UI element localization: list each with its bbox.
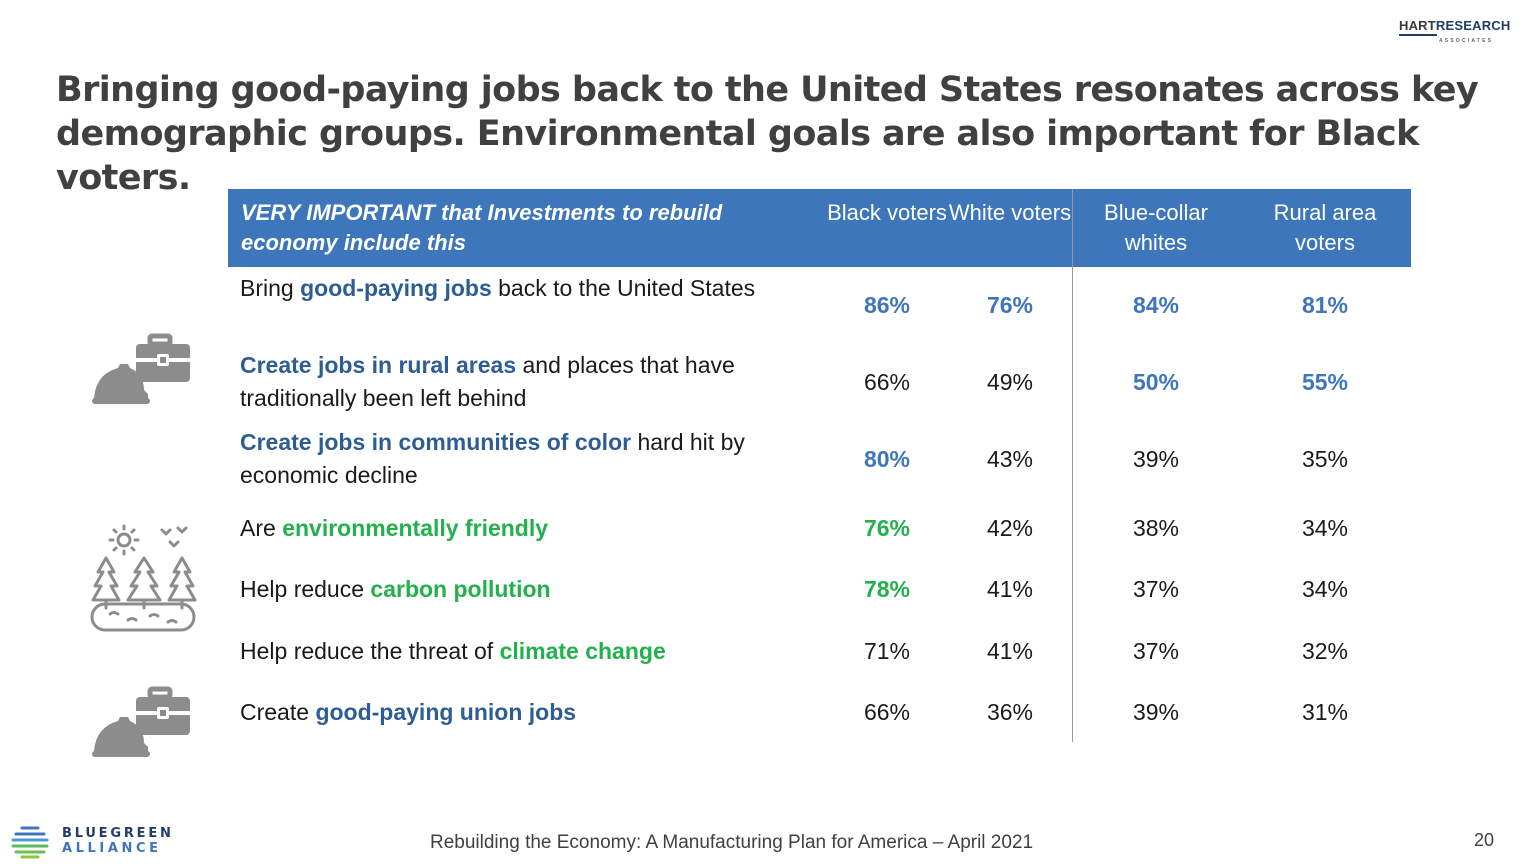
- table-cell: 71%: [863, 638, 911, 664]
- bluegreen-globe-icon: [11, 826, 49, 859]
- table-cell: 34%: [1301, 576, 1349, 602]
- table-cell: 86%: [863, 292, 911, 318]
- row-label: Help reduce carbon pollution: [240, 576, 551, 602]
- row-label: Help reduce the threat of climate change: [240, 638, 666, 664]
- table-cell: 41%: [986, 638, 1034, 664]
- table-cell: 34%: [1301, 515, 1349, 541]
- header-col-white-voters: White voters: [948, 200, 1072, 225]
- row-label: Create jobs in rural areas and places th…: [240, 352, 735, 411]
- row-label: Bring good-paying jobs back to the Unite…: [240, 275, 756, 301]
- hardhat-briefcase-icon: [92, 333, 190, 404]
- table-cell: 32%: [1301, 638, 1349, 664]
- table-cell: 78%: [863, 576, 911, 602]
- table-cell: 84%: [1132, 292, 1180, 318]
- table-cell: 66%: [863, 369, 911, 395]
- footer-caption: Rebuilding the Economy: A Manufacturing …: [430, 832, 1034, 853]
- header-col-black-voters: Black voters: [827, 200, 947, 225]
- table-cell: 42%: [986, 515, 1034, 541]
- table-cell: 76%: [986, 292, 1034, 318]
- table-cell: 55%: [1301, 369, 1349, 395]
- forest-environment-icon: [90, 524, 197, 632]
- table-cell: 35%: [1301, 446, 1349, 472]
- table-header: VERY IMPORTANT that Investments to rebui…: [228, 189, 1411, 267]
- table-cell: 39%: [1132, 699, 1180, 725]
- table-cell: 38%: [1132, 515, 1180, 541]
- table-cell: 76%: [863, 515, 911, 541]
- table-cell: 37%: [1132, 576, 1180, 602]
- table-cell: 36%: [986, 699, 1034, 725]
- table-cell: 39%: [1132, 446, 1180, 472]
- table-cell: 49%: [986, 369, 1034, 395]
- slide-title: Bringing good-paying jobs back to the Un…: [56, 70, 1479, 198]
- table-cell: 66%: [863, 699, 911, 725]
- header-col-blue-collar-whites: Blue-collar whites: [1104, 200, 1208, 255]
- header-question: VERY IMPORTANT that Investments to rebui…: [241, 200, 723, 255]
- page-number: 20: [1474, 830, 1495, 850]
- hardhat-briefcase-icon: [92, 686, 190, 757]
- row-label: Are environmentally friendly: [240, 515, 549, 541]
- row-label: Create good-paying union jobs: [240, 699, 577, 725]
- column-divider: [1072, 189, 1073, 742]
- table-cell: 41%: [986, 576, 1034, 602]
- table-cell: 81%: [1301, 292, 1349, 318]
- row-label: Create jobs in communities of color hard…: [240, 429, 745, 488]
- hart-research-logo: HARTRESEARCH ASSOCIATES: [1399, 18, 1511, 44]
- bluegreen-alliance-logo: BLUEGREEN ALLIANCE: [10, 822, 180, 860]
- table-cell: 80%: [863, 446, 911, 472]
- table-cell: 37%: [1132, 638, 1180, 664]
- table-cell: 31%: [1301, 699, 1349, 725]
- header-col-rural-voters: Rural area voters: [1273, 200, 1377, 255]
- table-cell: 50%: [1132, 369, 1180, 395]
- table-cell: 43%: [986, 446, 1034, 472]
